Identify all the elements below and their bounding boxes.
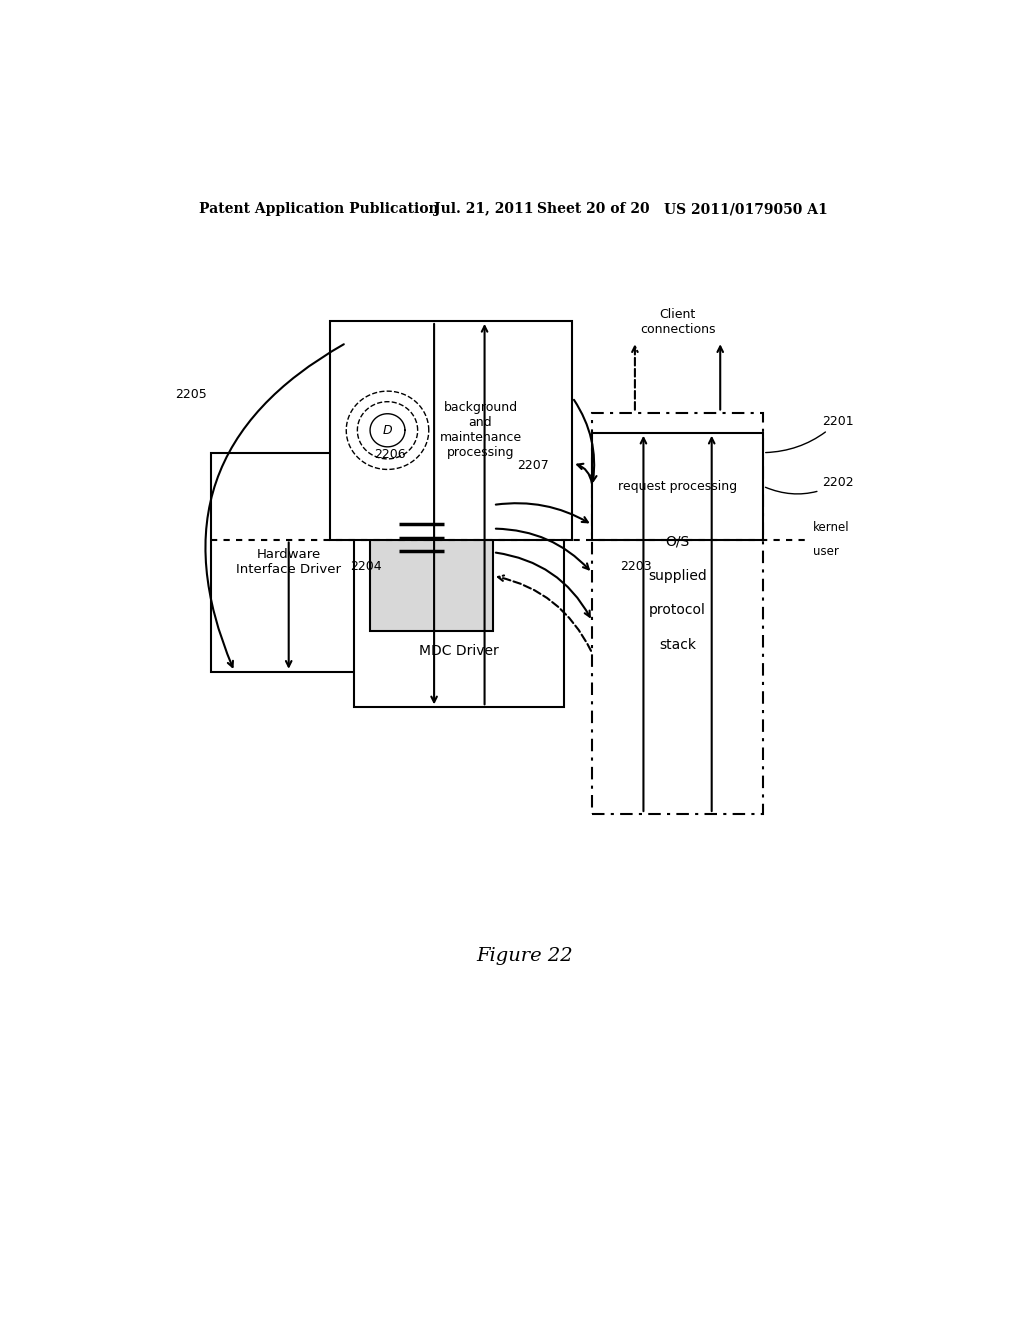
Text: Figure 22: Figure 22 (476, 948, 573, 965)
Text: Jul. 21, 2011: Jul. 21, 2011 (433, 202, 534, 216)
Bar (354, 438, 564, 708)
Text: 2205: 2205 (175, 388, 207, 400)
Text: US 2011/0179050 A1: US 2011/0179050 A1 (664, 202, 827, 216)
Text: D: D (383, 424, 392, 437)
Text: 2201: 2201 (766, 414, 854, 453)
Text: 2203: 2203 (620, 560, 651, 573)
Text: user: user (813, 545, 839, 557)
Text: 2207: 2207 (517, 459, 549, 473)
Text: MDC Driver: MDC Driver (420, 644, 500, 659)
Text: request processing: request processing (618, 479, 737, 492)
Text: background
and
maintenance
processing: background and maintenance processing (439, 401, 521, 459)
Bar (331, 321, 572, 540)
Text: Sheet 20 of 20: Sheet 20 of 20 (537, 202, 649, 216)
Text: kernel: kernel (813, 521, 850, 535)
Text: 2204: 2204 (350, 560, 382, 573)
Text: 2202: 2202 (765, 477, 854, 494)
Text: Client
connections: Client connections (640, 309, 716, 337)
Text: Hardware
Interface Driver: Hardware Interface Driver (237, 548, 341, 577)
Bar (592, 413, 763, 814)
Text: 2206: 2206 (374, 449, 406, 461)
Bar (211, 453, 367, 672)
Text: O/S

supplied

protocol

stack: O/S supplied protocol stack (648, 535, 707, 652)
Bar (370, 474, 494, 631)
Text: Patent Application Publication: Patent Application Publication (200, 202, 439, 216)
Bar (592, 433, 763, 540)
